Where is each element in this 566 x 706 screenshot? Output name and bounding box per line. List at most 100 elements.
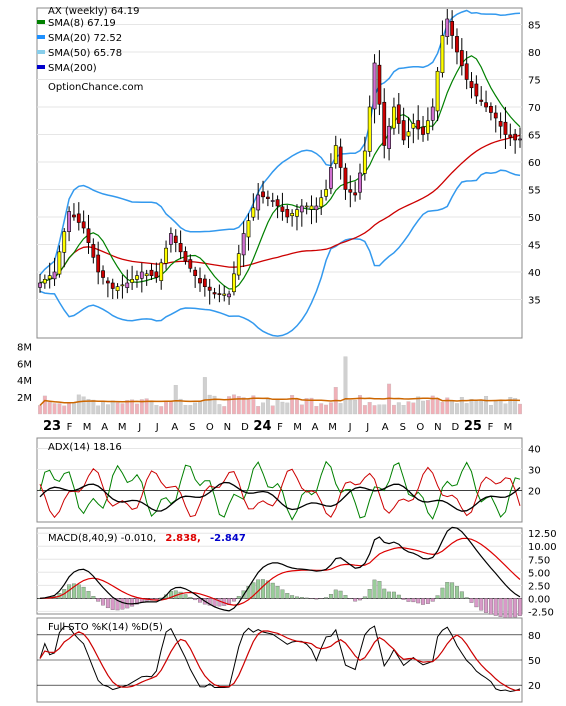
volume-bar <box>47 402 52 415</box>
macd-histogram-bar <box>183 594 188 599</box>
macd-panel: -2.50 0.00 2.50 5.00 7.50 10.00 12.50 MACD(8,4… <box>36 526 557 618</box>
macd-histogram-bar <box>377 581 382 599</box>
macd-histogram-bar <box>299 597 304 599</box>
volume-bar <box>52 403 57 415</box>
volume-bar <box>459 397 464 415</box>
macd-y-tick-labels: -2.50 0.00 2.50 5.00 7.50 10.00 12.50 <box>528 529 557 618</box>
candle-body <box>261 191 265 198</box>
candle-body <box>489 105 493 113</box>
candle-body <box>256 194 261 211</box>
candle-body <box>232 273 236 293</box>
bollinger-upper-line <box>39 9 521 276</box>
volume-bar <box>38 405 42 415</box>
price-gridlines <box>37 24 522 300</box>
volume-bar <box>110 400 115 415</box>
price-y-tick-label: 80 <box>528 48 541 59</box>
candle-body <box>57 251 62 275</box>
macd-histogram-bar <box>105 598 110 609</box>
macd-panel-frame <box>36 527 523 615</box>
macd-histogram-bar <box>91 596 96 599</box>
candle-body <box>47 275 52 280</box>
x-tick-label: S <box>189 422 195 433</box>
adx-y-tick-label: 20 <box>528 487 541 498</box>
macd-histogram-bar <box>231 598 236 602</box>
volume-average-line <box>39 397 521 406</box>
sto-lines <box>39 625 521 693</box>
volume-bar <box>295 399 299 415</box>
macd-histogram-bar <box>479 598 484 611</box>
candle-body <box>493 112 498 119</box>
volume-bar <box>445 397 450 415</box>
candle-body <box>236 253 241 276</box>
volume-bar <box>81 396 86 415</box>
candle-body <box>193 269 198 276</box>
volume-bar <box>455 403 459 415</box>
sto-y-tick-label: 50 <box>528 656 541 667</box>
volume-bar <box>348 399 353 415</box>
volume-bar <box>227 396 232 415</box>
volume-bar <box>212 395 217 415</box>
candle-body <box>425 120 430 134</box>
volume-bar <box>256 406 261 415</box>
x-tick-label: F <box>67 422 73 433</box>
volume-bar <box>236 396 241 415</box>
candle-body <box>333 145 338 165</box>
candle-body <box>178 243 183 253</box>
candle-body <box>285 209 290 218</box>
macd-histogram-bar <box>503 598 508 618</box>
macd-histogram-bar <box>207 598 212 606</box>
sto-d-line <box>39 630 520 691</box>
volume-bar <box>421 400 425 415</box>
volume-bar <box>270 405 275 415</box>
macd-histogram-bar <box>367 589 372 599</box>
candle-body <box>52 271 57 280</box>
macd-histogram-bar <box>319 598 324 600</box>
macd-histogram-bar <box>324 597 329 599</box>
macd-histogram-bar <box>474 598 479 608</box>
candle-body <box>362 150 367 174</box>
volume-bar <box>299 404 304 415</box>
macd-histogram-bar <box>261 579 265 599</box>
candle-body <box>518 138 522 141</box>
volume-y-tick-label: 6M <box>17 359 32 370</box>
macd-histogram-bar <box>353 598 358 602</box>
macd-histogram-bar <box>275 586 280 599</box>
macd-histogram-bar <box>391 591 396 599</box>
volume-bar <box>193 402 198 415</box>
macd-histogram-bar <box>246 586 251 599</box>
candle-body <box>348 189 353 193</box>
x-tick-label: J <box>348 422 352 433</box>
x-tick-label: J <box>137 422 141 433</box>
candle-body <box>38 282 42 288</box>
macd-histogram-bar <box>76 584 81 599</box>
macd-histogram-bar <box>513 598 518 618</box>
x-tick-label: O <box>416 422 424 433</box>
candle-body <box>469 81 474 89</box>
macd-y-tick-label: 0.00 <box>528 594 550 605</box>
candle-body <box>120 284 125 287</box>
volume-bar <box>314 406 319 415</box>
macd-histogram-bar <box>101 598 105 606</box>
candle-body <box>105 280 110 284</box>
volume-bar <box>135 403 139 415</box>
macd-histogram-bar <box>421 598 425 605</box>
candle-body <box>154 271 159 278</box>
bollinger-lower-line <box>39 169 521 337</box>
candle-body <box>358 172 362 193</box>
candle-body <box>324 189 328 197</box>
volume-bar <box>382 404 387 415</box>
volume-bar <box>493 400 498 415</box>
volume-bar <box>513 398 518 415</box>
macd-histogram-bar <box>290 595 295 599</box>
volume-bar <box>251 395 256 415</box>
volume-bar <box>120 403 125 415</box>
candle-body <box>76 213 81 223</box>
macd-histogram-bar <box>193 598 198 601</box>
volume-bar <box>508 397 513 415</box>
candle-body <box>188 259 193 269</box>
macd-histogram-bar <box>168 590 173 599</box>
candle-body <box>72 214 76 218</box>
x-tick-label: M <box>504 422 513 433</box>
candle-body <box>343 167 348 190</box>
adx-panel: 20 30 40 ADX(14) 18.16 <box>36 437 541 523</box>
